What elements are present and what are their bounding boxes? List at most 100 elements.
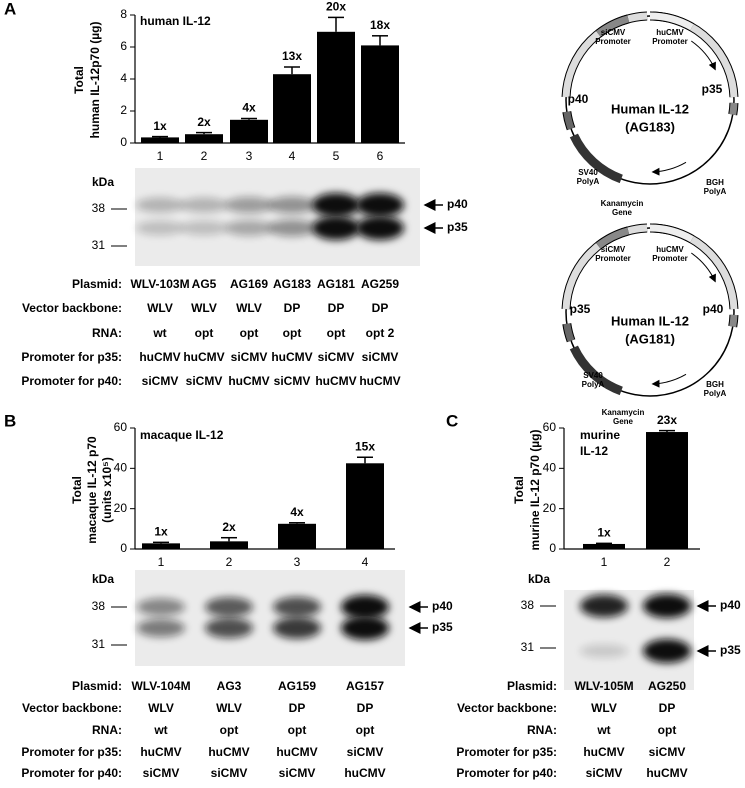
table-cell: huCMV — [646, 766, 687, 780]
x-tick-label: 5 — [333, 149, 340, 163]
plasmid-feature-fill — [596, 15, 630, 37]
fold-label: 20x — [326, 0, 346, 14]
plasmid-label: Kanamycin — [601, 199, 644, 208]
kanamycin-gene — [569, 133, 623, 184]
table-cell: siCMV — [186, 374, 223, 388]
y-tick-label: 0 — [120, 541, 127, 555]
blot-band — [225, 196, 273, 214]
plasmid-label: PolyA — [704, 389, 727, 398]
plasmid-label: Gene — [612, 208, 633, 217]
band-label: p40 — [720, 598, 741, 612]
plasmid-title: (AG183) — [625, 119, 675, 134]
plasmid-label: p40 — [703, 302, 724, 316]
plasmid-label: Promoter — [595, 37, 631, 46]
marker-label: 31 — [92, 238, 106, 252]
table-cell: WLV — [236, 301, 262, 315]
x-tick-label: 1 — [158, 555, 165, 569]
table-cell: huCMV — [183, 350, 224, 364]
blot-band — [580, 594, 628, 618]
y-axis-label: macaque IL-12 p70 — [85, 436, 99, 544]
table-cell: AG3 — [217, 679, 242, 693]
x-tick-label: 2 — [226, 555, 233, 569]
row-label: RNA: — [527, 723, 557, 737]
table-cell: opt — [195, 326, 214, 340]
fold-label: 1x — [154, 525, 168, 539]
table-cell: AG5 — [192, 277, 217, 291]
fold-label: 15x — [355, 439, 375, 453]
bar — [210, 541, 248, 549]
plasmid-feature-fill — [652, 224, 738, 310]
x-tick-label: 1 — [601, 555, 608, 569]
blot-band — [180, 220, 228, 236]
table-cell: siCMV — [142, 374, 179, 388]
row-label: Plasmid: — [72, 679, 122, 693]
band-label: p35 — [720, 643, 741, 657]
marker-label: 38 — [92, 201, 106, 215]
blot-band — [180, 197, 228, 213]
chart-title: macaque IL-12 — [140, 428, 224, 442]
marker-label: 31 — [521, 640, 535, 654]
plasmid-label: p35 — [702, 82, 723, 96]
panel-label: B — [4, 411, 16, 430]
fold-label: 18x — [370, 18, 390, 32]
bar — [361, 45, 399, 143]
band-label: p40 — [432, 599, 453, 613]
row-label: Promoter for p35: — [456, 745, 557, 759]
plasmid-label: p40 — [568, 92, 589, 106]
table-cell: siCMV — [274, 374, 311, 388]
table-cell: WLV-103M — [130, 277, 189, 291]
row-label: Promoter for p35: — [21, 350, 122, 364]
panel-label: C — [446, 411, 458, 430]
plasmid-label: siCMV — [601, 28, 626, 37]
marker-label: 31 — [92, 637, 106, 651]
table-cell: DP — [357, 701, 374, 715]
plasmid-feature-fill — [562, 12, 648, 98]
plasmid-label: Promoter — [652, 254, 688, 263]
row-label: Vector backbone: — [457, 701, 557, 715]
fold-label: 4x — [242, 101, 256, 115]
plasmid-label: PolyA — [704, 187, 727, 196]
blot-band — [137, 598, 185, 616]
kda-label: kDa — [528, 572, 550, 586]
blot-band — [273, 596, 321, 618]
marker-label: 38 — [521, 598, 535, 612]
row-label: Plasmid: — [507, 679, 557, 693]
plasmid-label: Promoter — [595, 254, 631, 263]
row-label: Vector backbone: — [22, 701, 122, 715]
table-cell: huCMV — [359, 374, 400, 388]
x-tick-label: 2 — [664, 555, 671, 569]
band-label: p40 — [447, 197, 468, 211]
x-tick-label: 4 — [362, 555, 369, 569]
direction-arrow — [691, 40, 716, 71]
chart-title: human IL-12 — [140, 14, 211, 28]
blot-band — [273, 617, 321, 639]
blot-band — [312, 193, 360, 217]
blot-band — [580, 644, 628, 658]
y-axis-label: Total — [70, 476, 84, 504]
row-label: Promoter for p35: — [21, 745, 122, 759]
bar — [278, 523, 316, 549]
table-cell: siCMV — [231, 350, 268, 364]
table-cell: huCMV — [228, 374, 269, 388]
y-tick-label: 20 — [114, 501, 128, 515]
row-label: Promoter for p40: — [21, 374, 122, 388]
plasmid-title: (AG181) — [625, 331, 675, 346]
blot-band — [312, 216, 360, 240]
table-cell: huCMV — [140, 745, 181, 759]
table-cell: wt — [153, 723, 167, 737]
blot-band — [356, 193, 404, 217]
y-tick-label: 40 — [543, 461, 557, 475]
fold-label: 1x — [597, 526, 611, 540]
chart-title: IL-12 — [580, 444, 608, 458]
table-cell: huCMV — [271, 350, 312, 364]
bar — [317, 31, 355, 143]
blot-band — [643, 594, 691, 618]
fold-label: 2x — [222, 520, 236, 534]
band-label: p35 — [447, 220, 468, 234]
y-axis-label: Total — [72, 66, 86, 94]
table-cell: DP — [659, 701, 676, 715]
row-label: RNA: — [92, 723, 122, 737]
panel-label: A — [4, 0, 16, 18]
y-tick-label: 20 — [543, 501, 557, 515]
blot-band — [643, 639, 691, 663]
